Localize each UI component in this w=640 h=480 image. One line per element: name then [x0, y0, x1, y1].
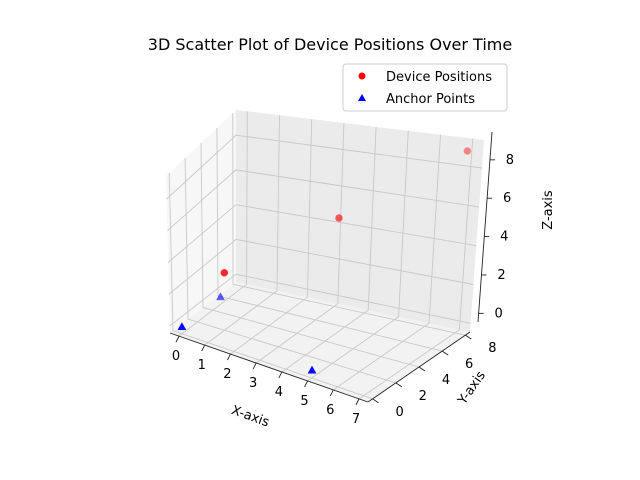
z-axis-label: Z-axis — [541, 190, 556, 230]
grid-line-y — [184, 157, 396, 384]
grid-line-x — [333, 134, 441, 391]
x-tick-label: 7 — [352, 412, 360, 427]
x-tick-mark — [252, 362, 257, 370]
z-tick-label: 2 — [497, 268, 505, 283]
grid-line-z — [166, 134, 482, 200]
grid-line-z — [169, 273, 471, 327]
x-tick-mark — [175, 335, 180, 343]
floor-pane — [170, 282, 470, 402]
x-tick-label: 0 — [172, 349, 180, 364]
y-tick-label: 0 — [395, 405, 403, 420]
legend-circle-icon — [358, 72, 366, 80]
grid-line-x — [230, 119, 313, 355]
grid-line-y — [232, 112, 466, 336]
grid-lines — [166, 111, 482, 400]
y-tick-mark — [395, 382, 403, 388]
x-tick-mark — [304, 380, 308, 388]
axis-panes — [166, 110, 484, 402]
x-tick-label: 4 — [275, 385, 283, 400]
z-tick-label: 8 — [506, 153, 514, 168]
x-tick-label: 5 — [300, 394, 308, 409]
x-tick-label: 1 — [198, 358, 206, 373]
z-tick-label: 0 — [494, 306, 502, 321]
z-axis-line — [477, 131, 493, 323]
y-tick-mark — [372, 398, 379, 404]
legend-box — [342, 63, 508, 112]
grid-line-x — [307, 130, 409, 382]
x-axis-line — [169, 332, 369, 403]
legend-label: Anchor Points — [386, 92, 475, 107]
x-tick-mark — [355, 398, 360, 406]
y-tick-label: 8 — [488, 341, 496, 356]
device-position-marker — [220, 269, 229, 277]
x-tick-mark — [201, 344, 206, 352]
grid-line-z — [167, 169, 480, 232]
back-pane — [236, 110, 484, 332]
grid-line-z — [168, 238, 474, 295]
grid-line-x — [358, 138, 474, 400]
grid-line-x — [204, 115, 280, 346]
x-tick-label: 3 — [249, 376, 257, 391]
x-tick-mark — [278, 371, 283, 379]
x-axis-label: X-axis — [229, 403, 271, 431]
y-tick-label: 4 — [442, 373, 450, 388]
grid-line-y — [200, 142, 420, 368]
y-tick-label: 6 — [465, 357, 473, 372]
legend-triangle-icon — [358, 94, 366, 101]
z-tick-label: 4 — [500, 230, 508, 245]
y-tick-mark — [465, 334, 472, 340]
grid-line-x — [178, 111, 248, 337]
data-points — [177, 147, 472, 374]
anchor-point-marker — [216, 292, 225, 301]
left-pane — [166, 110, 236, 333]
grid-line-x — [281, 126, 377, 373]
grid-line-x — [255, 123, 345, 364]
grid-line-y — [216, 127, 443, 352]
anchor-point-marker — [307, 365, 317, 374]
legend-label: Device Positions — [386, 70, 492, 85]
y-tick-mark — [418, 366, 426, 372]
x-tick-mark — [227, 353, 231, 361]
grid-line-y — [168, 172, 373, 400]
x-tick-mark — [329, 389, 334, 397]
x-tick-label: 2 — [223, 367, 231, 382]
y-tick-mark — [441, 350, 449, 356]
chart-title: 3D Scatter Plot of Device Positions Over… — [148, 35, 512, 54]
device-position-marker — [335, 214, 343, 222]
anchor-point-marker — [177, 322, 187, 331]
grid-line-z — [167, 204, 477, 263]
device-position-marker — [463, 147, 472, 155]
y-axis-label: Y-axis — [455, 368, 489, 408]
y-tick-label: 2 — [419, 389, 427, 404]
legend: Device Positions Anchor Points — [342, 63, 508, 112]
z-tick-label: 6 — [503, 191, 511, 206]
x-tick-label: 6 — [326, 403, 334, 418]
